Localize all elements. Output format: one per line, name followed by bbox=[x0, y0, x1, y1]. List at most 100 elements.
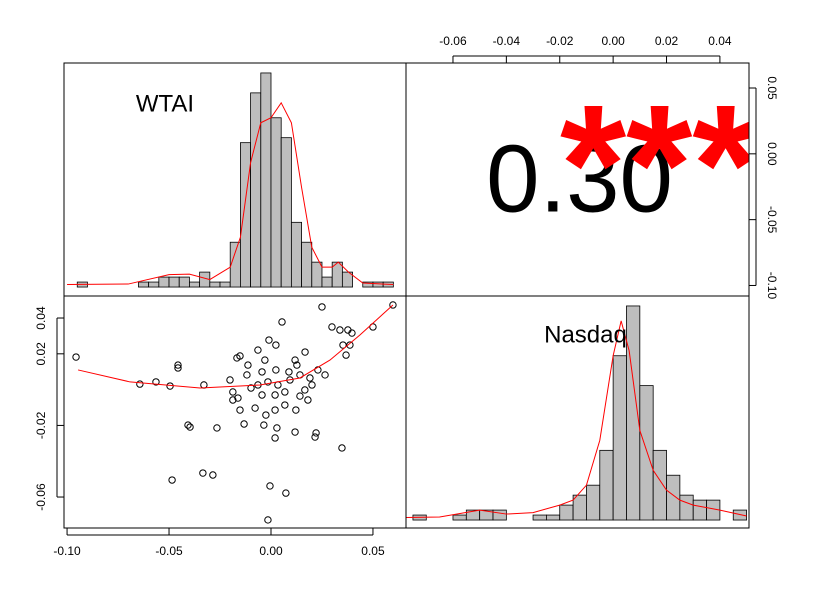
point bbox=[251, 404, 259, 412]
point bbox=[226, 376, 234, 384]
bar bbox=[572, 494, 587, 521]
bar bbox=[219, 281, 231, 288]
y-tick-label: 0.05 bbox=[765, 76, 779, 100]
point bbox=[264, 378, 272, 386]
x-tick-label: 0.04 bbox=[708, 34, 732, 48]
point bbox=[281, 401, 289, 409]
point bbox=[261, 356, 269, 364]
point bbox=[72, 353, 80, 361]
point bbox=[301, 386, 309, 394]
panel-label: WTAI bbox=[136, 90, 194, 117]
point bbox=[264, 516, 272, 524]
y-tick-label: -0.10 bbox=[765, 272, 779, 300]
bar bbox=[639, 385, 654, 521]
point bbox=[311, 433, 319, 441]
point bbox=[272, 366, 280, 374]
point bbox=[271, 406, 279, 414]
x-tick-label: -0.06 bbox=[439, 34, 467, 48]
bar bbox=[178, 276, 190, 288]
point bbox=[152, 378, 160, 386]
point bbox=[234, 394, 242, 402]
point bbox=[174, 361, 182, 369]
x-tick-label: 0.00 bbox=[259, 544, 283, 558]
point bbox=[306, 374, 314, 382]
point bbox=[336, 326, 344, 334]
point bbox=[186, 423, 194, 431]
x-tick-label: 0.00 bbox=[601, 34, 625, 48]
bar bbox=[189, 281, 201, 288]
x-tick-label: 0.02 bbox=[655, 34, 679, 48]
bar bbox=[532, 514, 547, 521]
bar bbox=[586, 484, 601, 521]
point bbox=[273, 424, 281, 432]
bar bbox=[148, 281, 160, 288]
point bbox=[136, 380, 144, 388]
bar bbox=[158, 276, 170, 288]
bar bbox=[229, 241, 241, 288]
panel-frame bbox=[405, 295, 750, 529]
point bbox=[278, 318, 286, 326]
point bbox=[272, 341, 280, 349]
bar bbox=[341, 271, 353, 288]
point bbox=[346, 341, 354, 349]
bar bbox=[290, 221, 302, 288]
point bbox=[229, 388, 237, 396]
point bbox=[243, 371, 251, 379]
bar bbox=[250, 92, 262, 288]
point bbox=[265, 336, 273, 344]
point bbox=[213, 424, 221, 432]
point bbox=[233, 354, 241, 362]
y-tick-label: -0.05 bbox=[765, 206, 779, 234]
point bbox=[338, 444, 346, 452]
x-tick-label: -0.05 bbox=[155, 544, 183, 558]
correlation-panel: 0.30*** bbox=[486, 70, 758, 260]
bar bbox=[311, 261, 323, 288]
bar bbox=[209, 281, 221, 288]
point bbox=[282, 489, 290, 497]
bar bbox=[138, 281, 150, 288]
x-tick-label: -0.10 bbox=[53, 544, 81, 558]
point bbox=[291, 356, 299, 364]
point bbox=[339, 341, 347, 349]
point bbox=[244, 361, 252, 369]
point bbox=[293, 361, 301, 369]
point bbox=[285, 368, 293, 376]
bar bbox=[599, 449, 614, 521]
point bbox=[296, 392, 304, 400]
bar bbox=[452, 514, 467, 521]
panel-label: Nasdaq bbox=[544, 321, 627, 348]
bar bbox=[240, 142, 252, 288]
x-tick-label: -0.04 bbox=[493, 34, 521, 48]
bar bbox=[612, 355, 627, 521]
point bbox=[292, 406, 300, 414]
point bbox=[321, 371, 329, 379]
point bbox=[174, 364, 182, 372]
point bbox=[271, 434, 279, 442]
significance-stars: *** bbox=[560, 70, 758, 260]
x-tick-label: 0.05 bbox=[361, 544, 385, 558]
y-tick-label: -0.06 bbox=[34, 483, 48, 511]
bar bbox=[280, 137, 292, 288]
point bbox=[328, 323, 336, 331]
y-tick-label: -0.02 bbox=[34, 411, 48, 439]
bar bbox=[168, 276, 180, 288]
bar bbox=[372, 281, 384, 288]
point bbox=[184, 421, 192, 429]
point bbox=[229, 396, 237, 404]
point bbox=[254, 346, 262, 354]
density-line bbox=[405, 320, 747, 519]
point bbox=[168, 476, 176, 484]
point bbox=[312, 429, 320, 437]
point bbox=[262, 411, 270, 419]
bar bbox=[270, 117, 282, 288]
bar bbox=[559, 504, 574, 521]
point bbox=[308, 381, 316, 389]
correlation-value: 0.30 bbox=[486, 125, 673, 232]
point bbox=[344, 326, 352, 334]
bar bbox=[692, 499, 707, 521]
bar bbox=[546, 514, 561, 521]
bar bbox=[321, 276, 333, 288]
point bbox=[281, 388, 289, 396]
fit-line bbox=[77, 304, 394, 389]
bar bbox=[666, 474, 681, 521]
